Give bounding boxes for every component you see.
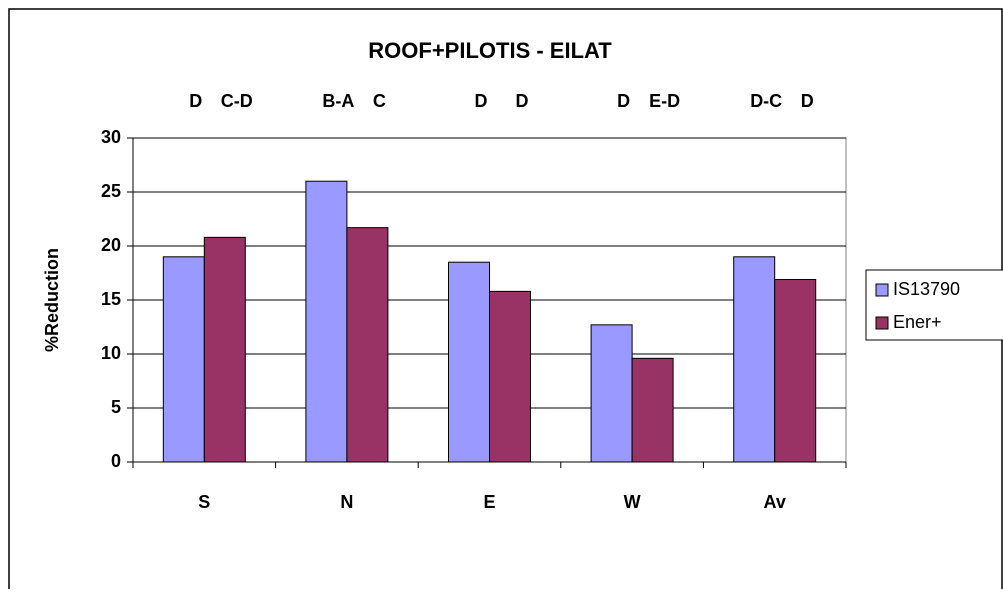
annotation: C <box>373 91 386 111</box>
bar <box>305 180 348 463</box>
legend-label: IS13790 <box>893 279 960 299</box>
legend-swatch <box>875 316 889 330</box>
x-tick-label: E <box>483 492 495 512</box>
bar <box>631 357 674 463</box>
y-tick-label: 15 <box>101 289 121 309</box>
bar <box>489 290 531 463</box>
chart-title: ROOF+PILOTIS - EILAT <box>368 38 612 63</box>
x-tick-label: W <box>624 492 641 512</box>
y-tick-label: 10 <box>101 343 121 363</box>
annotation: B-A <box>322 91 354 111</box>
x-tick-label: Av <box>764 492 786 512</box>
annotation: D <box>189 91 202 111</box>
annotation: C-D <box>221 91 253 111</box>
x-tick-label: N <box>340 492 353 512</box>
bar <box>203 236 246 463</box>
annotation: D <box>516 91 529 111</box>
y-tick-label: 0 <box>111 451 121 471</box>
bar <box>448 261 490 463</box>
y-tick-label: 30 <box>101 127 121 147</box>
x-tick-label: S <box>198 492 210 512</box>
legend-swatch <box>875 283 889 297</box>
annotation: D-C <box>750 91 782 111</box>
y-tick-label: 20 <box>101 235 121 255</box>
bar <box>346 227 389 463</box>
y-axis-label: %Reduction <box>42 248 62 352</box>
annotation: E-D <box>649 91 680 111</box>
bar <box>590 324 633 463</box>
annotation: D <box>617 91 630 111</box>
bar <box>733 256 776 463</box>
legend-label: Ener+ <box>893 312 942 332</box>
legend-box <box>865 269 1003 341</box>
y-tick-label: 5 <box>111 397 121 417</box>
annotation: D <box>475 91 488 111</box>
annotation: D <box>801 91 814 111</box>
y-tick-label: 25 <box>101 181 121 201</box>
bar <box>162 256 205 463</box>
bar <box>774 278 817 463</box>
